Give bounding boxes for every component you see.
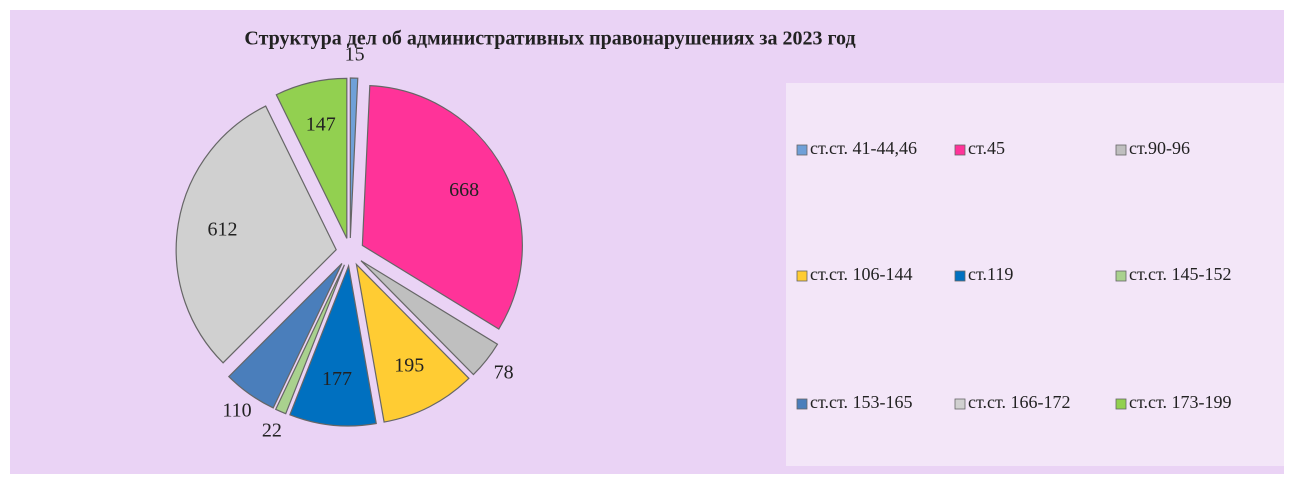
pie-slice bbox=[355, 262, 470, 423]
data-label: 195 bbox=[394, 354, 424, 376]
pie-slice bbox=[274, 264, 345, 415]
legend-swatch bbox=[1115, 398, 1127, 410]
legend-label: ст.45 bbox=[968, 138, 1005, 158]
legend-swatch bbox=[954, 270, 966, 282]
legend-swatch bbox=[954, 144, 966, 156]
pie-slice bbox=[361, 84, 523, 330]
data-label: 22 bbox=[262, 419, 282, 441]
legend-swatch bbox=[954, 398, 966, 410]
legend-swatch bbox=[796, 270, 808, 282]
legend-swatch bbox=[796, 144, 808, 156]
legend-swatch bbox=[1115, 144, 1127, 156]
legend-label: ст.ст. 173-199 bbox=[1129, 392, 1232, 412]
data-label: 147 bbox=[306, 114, 336, 136]
pie-slice bbox=[227, 263, 343, 409]
pie-slice bbox=[289, 263, 377, 427]
pie-slice bbox=[175, 105, 337, 364]
legend-label: ст.90-96 bbox=[1129, 138, 1190, 158]
legend-swatch bbox=[1115, 270, 1127, 282]
legend-box bbox=[786, 83, 1284, 466]
data-label: 177 bbox=[322, 368, 352, 390]
data-label: 110 bbox=[222, 400, 251, 422]
legend-label: ст.ст. 106-144 bbox=[810, 264, 913, 284]
legend-label: ст.119 bbox=[968, 264, 1013, 284]
pie-slice bbox=[360, 260, 499, 376]
data-label: 15 bbox=[345, 44, 365, 66]
data-label: 612 bbox=[208, 218, 238, 240]
legend-label: ст.ст. 41-44,46 bbox=[810, 138, 917, 158]
legend-label: ст.ст. 153-165 bbox=[810, 392, 913, 412]
data-label: 78 bbox=[494, 361, 514, 383]
chart-title: Структура дел об административных правон… bbox=[244, 28, 855, 50]
legend-label: ст.ст. 166-172 bbox=[968, 392, 1071, 412]
legend-label: ст.ст. 145-152 bbox=[1129, 264, 1232, 284]
pie-slice bbox=[349, 77, 359, 239]
pie-slice bbox=[275, 77, 348, 239]
legend-swatch bbox=[796, 398, 808, 410]
data-label: 668 bbox=[449, 179, 479, 201]
